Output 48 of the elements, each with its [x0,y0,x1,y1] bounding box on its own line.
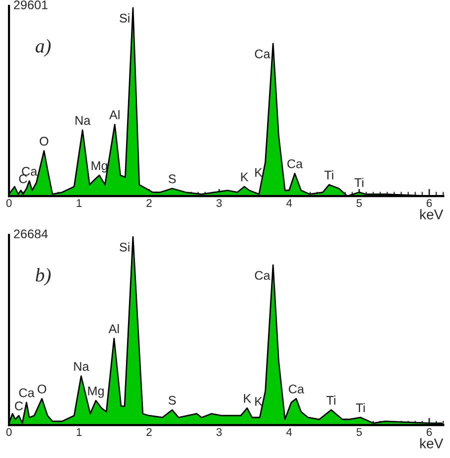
annotation: K [255,168,262,177]
annotation: Mg [92,161,108,173]
annotation: Ca [19,388,34,398]
x-tick-label: 0 [6,199,12,207]
annotation: Ca [254,49,270,58]
annotation: Ti [354,178,364,187]
annotation: Si [120,13,130,23]
x-tick-label: 1 [76,199,82,207]
annotation: Na [76,116,91,125]
annotation: Ca [254,270,270,280]
annotation: C [19,174,28,184]
annotation: C [14,402,23,410]
annotation: Al [109,110,120,120]
annotation: 29601 [14,0,48,10]
x-tick-label: 1 [76,428,82,436]
x-tick-label: 0 [6,428,12,436]
annotation: b) [36,268,51,286]
annotation: Mg [88,386,104,398]
annotation: Ca [287,159,303,168]
x-tick-label: 4 [286,199,292,207]
annotation: a) [36,38,51,57]
x-tick-label: 4 [286,428,292,436]
annotation: Ca [22,166,38,176]
x-tick-label: 5 [356,199,362,207]
annotation: Al [108,324,119,334]
annotation: Ti [356,403,365,412]
annotation: O [38,384,46,394]
x-tick-label: 2 [146,199,152,207]
annotation: K [255,397,262,406]
annotation: Ca [288,384,304,394]
x-tick-label: 6 [426,428,432,436]
annotation: O [40,136,48,146]
annotation: Si [120,242,130,252]
annotation: K [241,172,248,182]
x-axis-title: keV [420,209,444,220]
annotation: K [244,394,252,403]
annotation: Na [74,362,90,371]
x-tick-label: 3 [216,428,222,436]
annotation: Ti [326,396,336,405]
x-tick-label: 3 [216,199,222,207]
annotation: S [168,396,176,405]
annotation: S [168,174,176,184]
x-tick-label: 6 [426,199,432,207]
x-axis-title: keV [420,438,444,448]
x-tick-label: 2 [146,428,152,436]
annotation: Ti [324,170,334,180]
annotation: 26684 [14,229,48,238]
x-tick-label: 5 [356,428,362,436]
